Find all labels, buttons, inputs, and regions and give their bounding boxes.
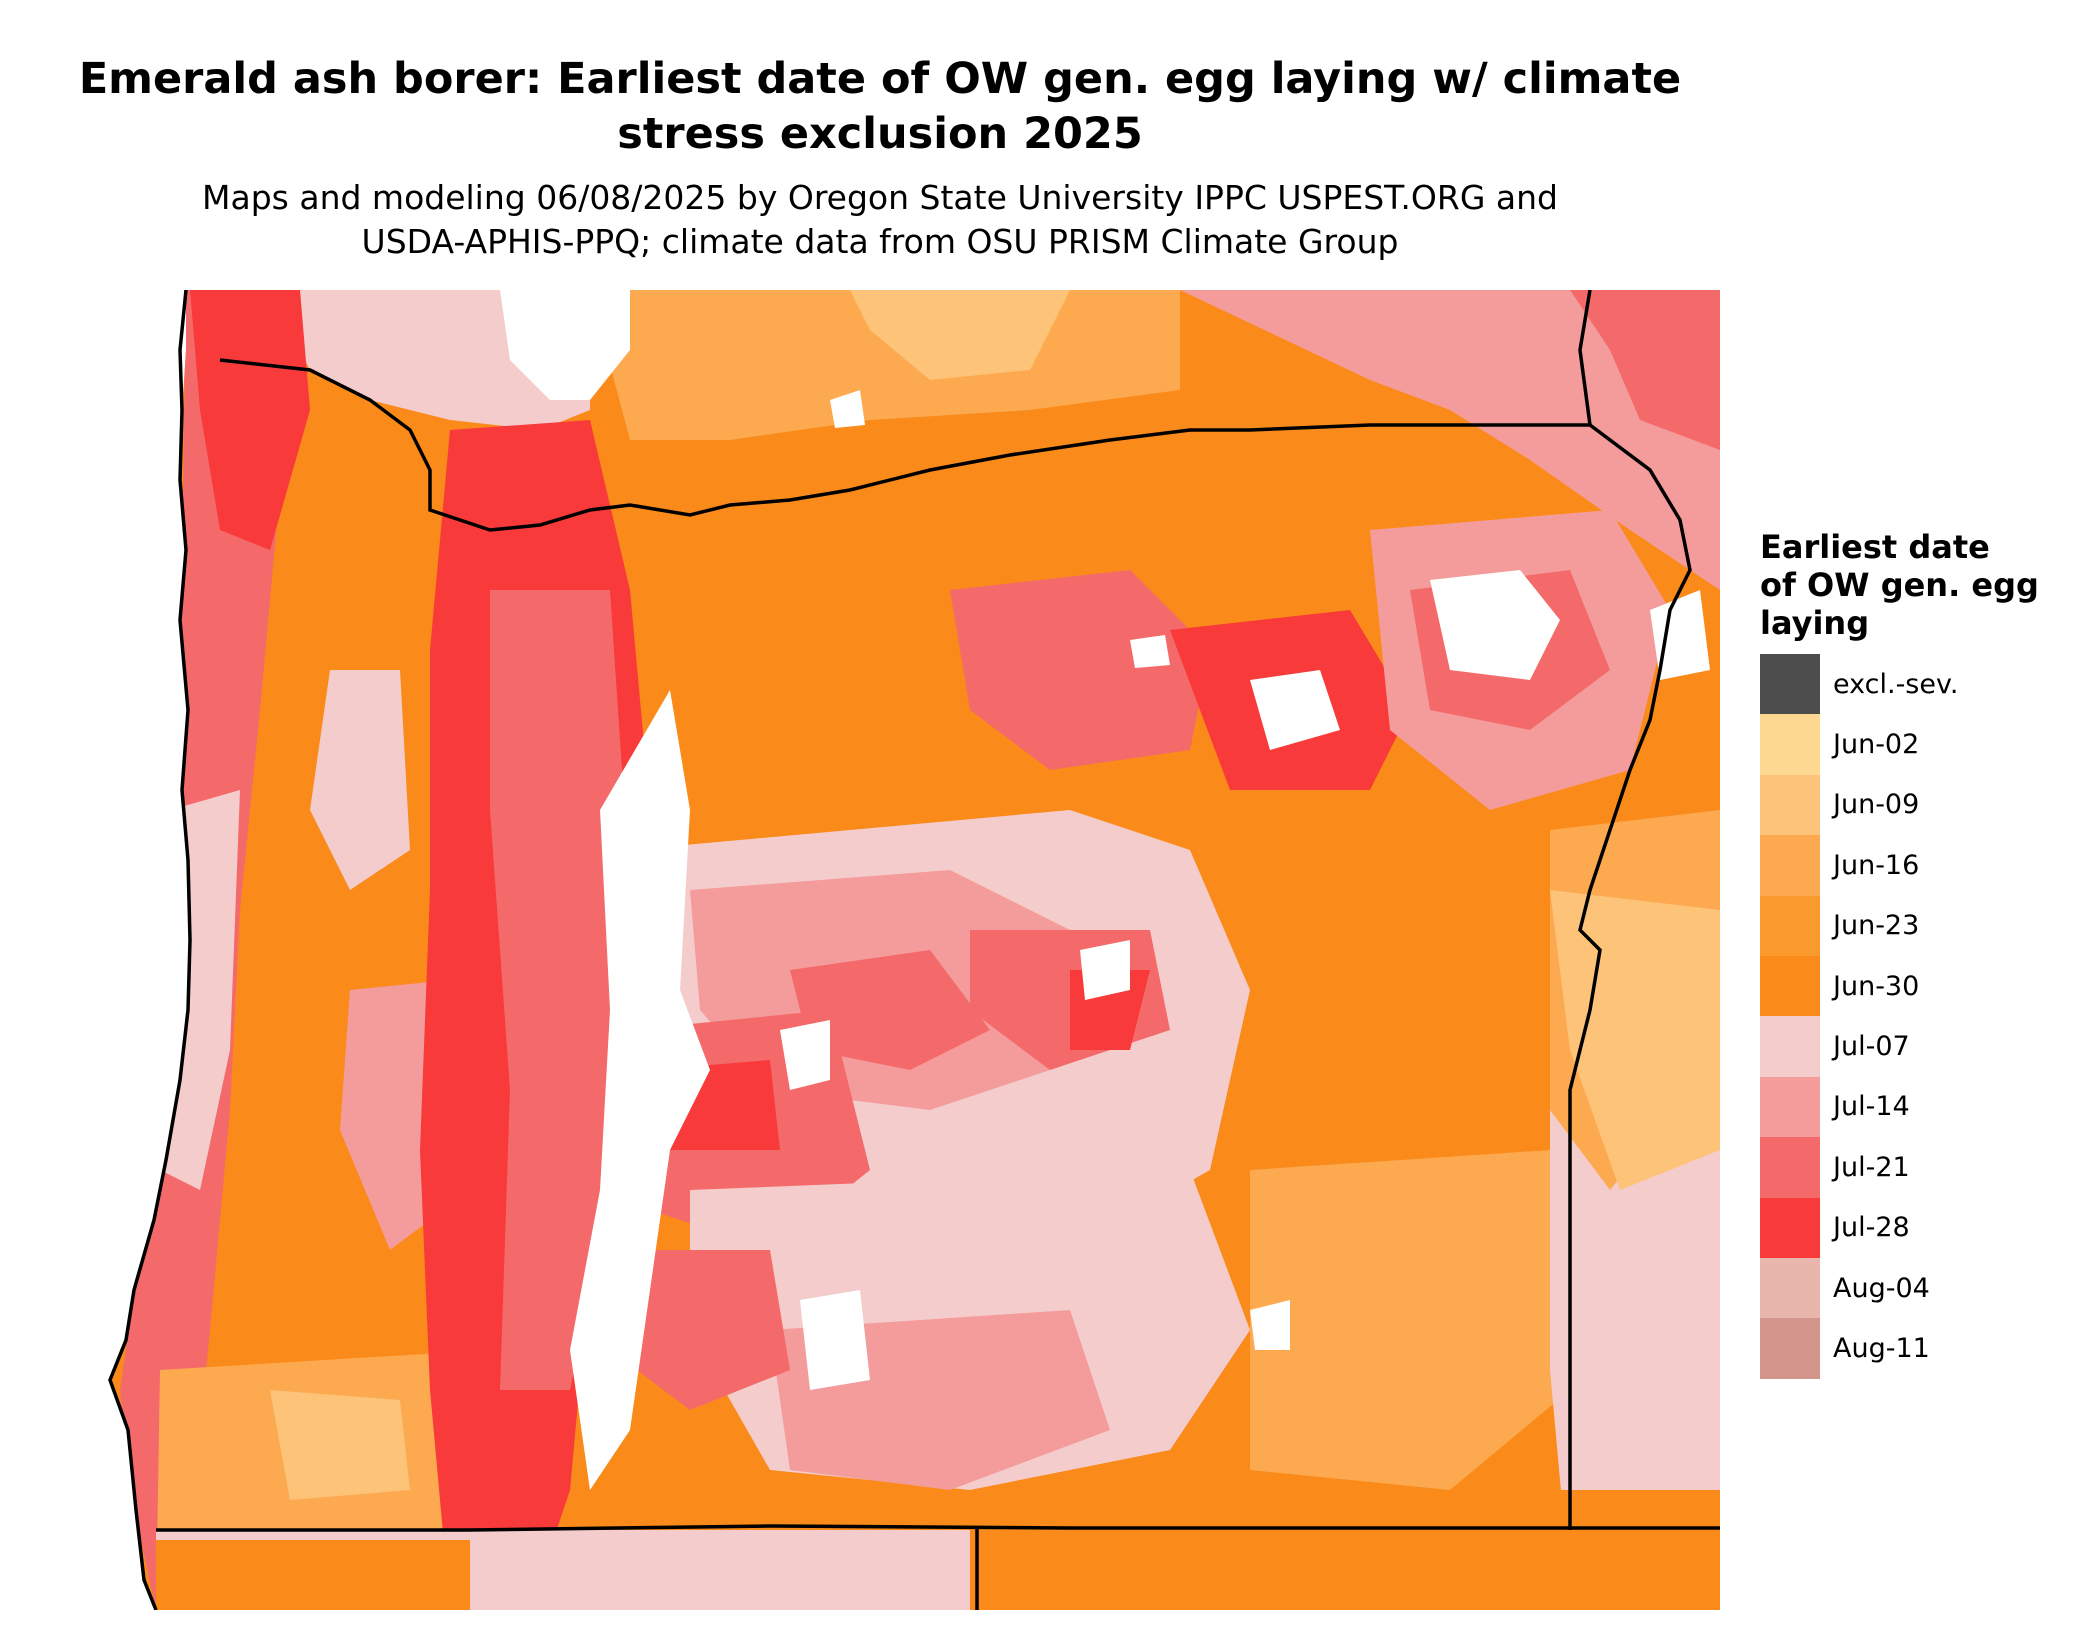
map-legend: Earliest date of OW gen. egg laying excl… — [1760, 528, 2039, 1379]
legend-label: Jul-21 — [1833, 1151, 1910, 1183]
legend-swatch — [1760, 955, 1820, 1017]
legend-title-line-1: Earliest date — [1760, 528, 1990, 566]
legend-swatch — [1760, 1016, 1820, 1077]
legend-item: Jun-16 — [1760, 835, 2039, 896]
state-boundaries — [108, 290, 1720, 1610]
legend-label: Jun-16 — [1833, 849, 1920, 881]
legend-label: excl.-sev. — [1833, 668, 1959, 700]
legend-item: Jun-09 — [1760, 774, 2039, 836]
title-line-2: stress exclusion 2025 — [617, 109, 1143, 159]
legend-label: Jun-23 — [1833, 910, 1920, 942]
title-line-1: Emerald ash borer: Earliest date of OW g… — [78, 54, 1682, 104]
legend-label: Jun-30 — [1833, 970, 1920, 1002]
legend-swatch — [1760, 1076, 1820, 1138]
legend-swatch — [1760, 714, 1820, 775]
map-subtitle: Maps and modeling 06/08/2025 by Oregon S… — [0, 176, 1760, 264]
legend-label: Jul-07 — [1833, 1031, 1910, 1063]
legend-swatch — [1760, 774, 1820, 836]
legend-swatch — [1760, 835, 1820, 896]
legend-item: Jun-30 — [1760, 955, 2039, 1017]
legend-label: Jun-02 — [1833, 729, 1920, 761]
legend-item: Jul-14 — [1760, 1076, 2039, 1138]
subtitle-line-1: Maps and modeling 06/08/2025 by Oregon S… — [202, 178, 1558, 217]
legend-swatch — [1760, 1257, 1820, 1319]
legend-item: Aug-04 — [1760, 1257, 2039, 1319]
raster-layer — [110, 290, 1720, 1610]
legend-item: Jul-21 — [1760, 1137, 2039, 1198]
legend-item: excl.-sev. — [1760, 654, 2039, 715]
subtitle-line-2: USDA-APHIS-PPQ; climate data from OSU PR… — [361, 222, 1399, 261]
legend-label: Jun-09 — [1833, 789, 1920, 821]
legend-item: Aug-11 — [1760, 1318, 2039, 1379]
legend-item: Jul-07 — [1760, 1016, 2039, 1077]
legend-title-line-2: of OW gen. egg — [1760, 566, 2039, 604]
legend-label: Jul-28 — [1833, 1212, 1910, 1244]
map-title: Emerald ash borer: Earliest date of OW g… — [0, 52, 1760, 162]
legend-swatch — [1760, 654, 1820, 715]
legend-items: excl.-sev. Jun-02 Jun-09 Jun-16 Jun-23 Jun-30… — [1760, 654, 2039, 1379]
oregon-raster-map — [108, 290, 1720, 1610]
legend-label: Aug-11 — [1833, 1332, 1930, 1364]
legend-label: Aug-04 — [1833, 1272, 1930, 1304]
legend-swatch — [1760, 1137, 1820, 1198]
legend-item: Jun-02 — [1760, 714, 2039, 775]
legend-item: Jun-23 — [1760, 895, 2039, 956]
legend-swatch — [1760, 1318, 1820, 1379]
legend-swatch — [1760, 1197, 1820, 1258]
legend-label: Jul-14 — [1833, 1091, 1910, 1123]
legend-title: Earliest date of OW gen. egg laying — [1760, 528, 2039, 642]
legend-item: Jul-28 — [1760, 1197, 2039, 1258]
legend-title-line-3: laying — [1760, 604, 1870, 642]
legend-swatch — [1760, 895, 1820, 956]
